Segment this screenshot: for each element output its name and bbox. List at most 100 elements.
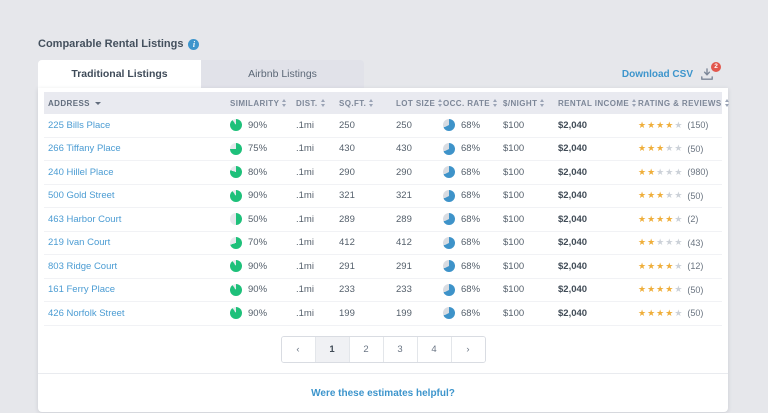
tab-traditional-listings[interactable]: Traditional Listings xyxy=(38,60,201,88)
table-row: 219 Ivan Court 70% .1mi 412 412 68% $100 $2,040… xyxy=(44,232,722,255)
pagination-page-2[interactable]: 2 xyxy=(348,336,383,362)
rating-cell: ★ ★ ★ ★ ★ (43) xyxy=(638,237,718,248)
pagination-page-4[interactable]: 4 xyxy=(416,336,451,362)
star-icon: ★ xyxy=(647,143,656,154)
sort-icon xyxy=(320,99,325,107)
occ-rate-cell: 68% xyxy=(443,213,503,226)
rating-cell: ★ ★ ★ ★ ★ (50) xyxy=(638,284,718,295)
review-count: (43) xyxy=(687,237,704,248)
review-count: (50) xyxy=(687,284,704,295)
pagination: ‹ 1 2 3 4 › xyxy=(44,335,722,363)
occ-rate-cell: 68% xyxy=(443,119,503,132)
occ-rate-cell: 68% xyxy=(443,283,503,296)
column-label: RATING & REVIEWS xyxy=(638,98,722,108)
star-icon: ★ xyxy=(656,284,665,295)
column-header-occ-rate[interactable]: OCC. RATE xyxy=(443,99,503,108)
price-per-night-value: $100 xyxy=(503,143,525,155)
lot-size-value: 412 xyxy=(396,237,412,249)
similarity-value: 75% xyxy=(248,143,268,155)
review-count: (2) xyxy=(687,214,699,225)
pagination-prev[interactable]: ‹ xyxy=(281,336,315,362)
info-icon[interactable]: i xyxy=(188,38,200,50)
similarity-pie-icon xyxy=(230,260,242,273)
rental-income-value: $2,040 xyxy=(558,237,588,249)
star-icon: ★ xyxy=(647,284,656,295)
address-link[interactable]: 161 Ferry Place xyxy=(48,284,116,296)
star-icon: ★ xyxy=(638,213,647,224)
sqft-value: 199 xyxy=(339,307,355,319)
occ-rate-value: 68% xyxy=(461,119,481,131)
lot-size-value: 250 xyxy=(396,119,412,131)
address-link[interactable]: 219 Ivan Court xyxy=(48,237,111,249)
star-icon: ★ xyxy=(674,143,683,154)
address-link[interactable]: 240 Hillel Place xyxy=(48,166,114,178)
pagination-page-1[interactable]: 1 xyxy=(314,336,349,362)
column-header-dist[interactable]: DIST. xyxy=(296,99,339,108)
column-header-rating-reviews[interactable]: RATING & REVIEWS xyxy=(638,99,729,108)
download-csv-link[interactable]: Download CSV 2 xyxy=(622,61,721,81)
rental-income-value: $2,040 xyxy=(558,307,588,319)
table-row: 161 Ferry Place 90% .1mi 233 233 68% $100 $2,04… xyxy=(44,279,722,302)
sort-icon xyxy=(724,99,729,107)
page-title-row: Comparable Rental Listings i xyxy=(38,38,200,50)
star-icon: ★ xyxy=(656,143,665,154)
similarity-pie-icon xyxy=(230,119,242,132)
star-icon: ★ xyxy=(638,284,647,295)
address-link[interactable]: 500 Gold Street xyxy=(48,190,115,202)
address-link[interactable]: 266 Tiffany Place xyxy=(48,143,121,155)
column-header-lot-size[interactable]: LOT SIZE xyxy=(396,99,443,108)
column-header-rental-income[interactable]: RENTAL INCOME xyxy=(558,99,638,108)
similarity-cell: 75% xyxy=(230,142,296,155)
table-header-row: ADDRESS SIMILARITY DIST. SQ.FT. LOT SIZE OCC.… xyxy=(44,92,729,114)
pagination-group: ‹ 1 2 3 4 › xyxy=(280,335,486,363)
lot-size-value: 290 xyxy=(396,166,412,178)
similarity-cell: 90% xyxy=(230,260,296,273)
star-icon: ★ xyxy=(647,190,656,201)
star-icon: ★ xyxy=(656,119,665,130)
rental-income-value: $2,040 xyxy=(558,166,588,178)
star-icon: ★ xyxy=(656,213,665,224)
distance-value: .1mi xyxy=(296,213,314,225)
column-header-sq-ft[interactable]: SQ.FT. xyxy=(339,99,396,108)
similarity-cell: 90% xyxy=(230,307,296,320)
feedback-link[interactable]: Were these estimates helpful? xyxy=(311,387,455,399)
column-label: ADDRESS xyxy=(48,98,90,108)
column-header-similarity[interactable]: SIMILARITY xyxy=(230,99,296,108)
pagination-next[interactable]: › xyxy=(450,336,485,362)
distance-value: .1mi xyxy=(296,307,314,319)
distance-value: .1mi xyxy=(296,166,314,178)
page-title: Comparable Rental Listings xyxy=(38,38,184,50)
sqft-value: 250 xyxy=(339,119,355,131)
occ-rate-pie-icon xyxy=(443,142,455,155)
star-icon: ★ xyxy=(647,237,656,248)
address-link[interactable]: 463 Harbor Court xyxy=(48,213,122,225)
pagination-page-3[interactable]: 3 xyxy=(382,336,417,362)
lot-size-value: 289 xyxy=(396,213,412,225)
price-per-night-value: $100 xyxy=(503,119,525,131)
review-count: (980) xyxy=(687,167,709,178)
star-icon: ★ xyxy=(638,143,647,154)
star-icon: ★ xyxy=(656,237,665,248)
column-header-address[interactable]: ADDRESS xyxy=(48,99,230,108)
sqft-value: 290 xyxy=(339,166,355,178)
tab-airbnb-listings[interactable]: Airbnb Listings xyxy=(201,60,364,88)
occ-rate-cell: 68% xyxy=(443,166,503,179)
occ-rate-value: 68% xyxy=(461,260,481,272)
rating-cell: ★ ★ ★ ★ ★ (980) xyxy=(638,167,718,178)
star-icon: ★ xyxy=(665,143,674,154)
star-icon: ★ xyxy=(674,284,683,295)
similarity-value: 90% xyxy=(248,190,268,202)
address-link[interactable]: 225 Bills Place xyxy=(48,119,111,131)
table-body: 225 Bills Place 90% .1mi 250 250 68% $100 $2,04… xyxy=(44,114,722,326)
rating-cell: ★ ★ ★ ★ ★ (50) xyxy=(638,190,718,201)
sqft-value: 233 xyxy=(339,284,355,296)
address-link[interactable]: 426 Norfolk Street xyxy=(48,307,125,319)
listings-card: ADDRESS SIMILARITY DIST. SQ.FT. LOT SIZE OCC.… xyxy=(38,88,729,412)
table-row: 463 Harbor Court 50% .1mi 289 289 68% $100 $2,0… xyxy=(44,208,722,232)
sqft-value: 321 xyxy=(339,190,355,202)
occ-rate-cell: 68% xyxy=(443,189,503,202)
column-header-night[interactable]: $/NIGHT xyxy=(503,99,558,108)
similarity-value: 90% xyxy=(248,260,268,272)
address-link[interactable]: 803 Ridge Court xyxy=(48,260,118,272)
similarity-cell: 90% xyxy=(230,119,296,132)
